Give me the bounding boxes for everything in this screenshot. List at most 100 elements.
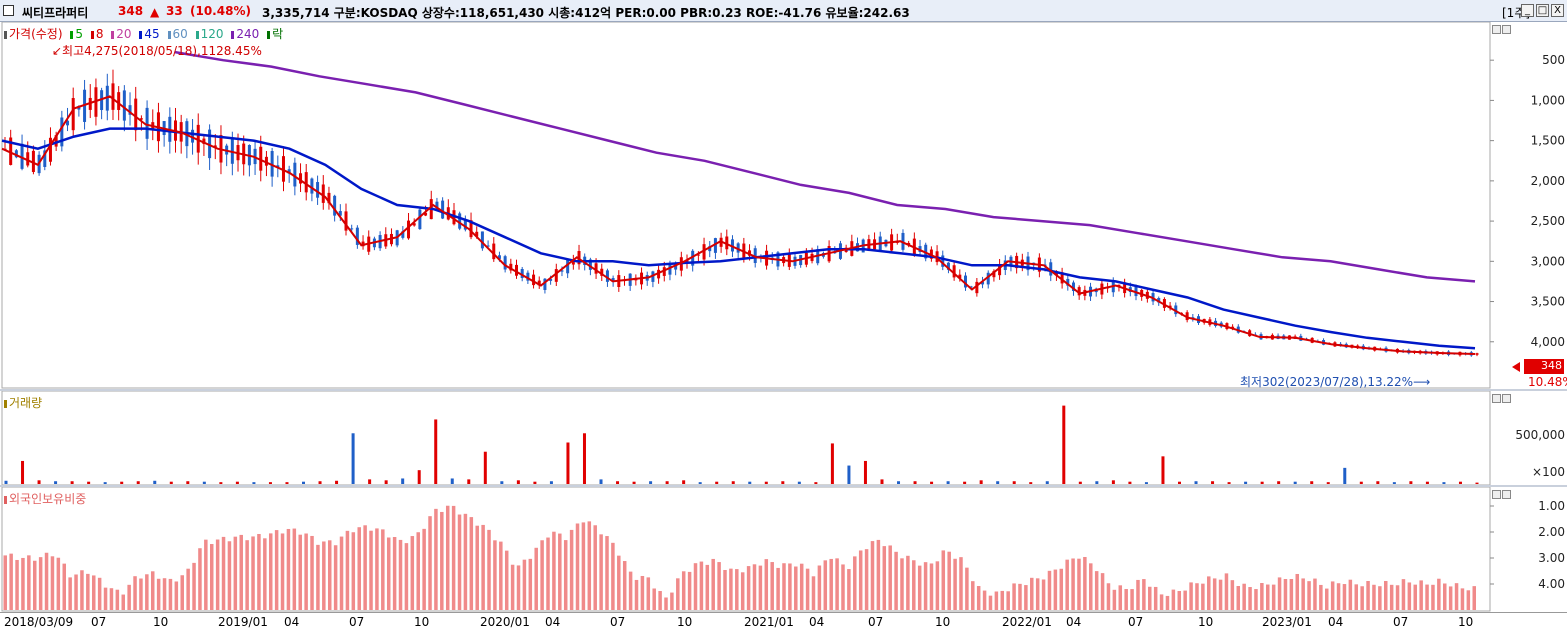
candle-body [270, 151, 274, 177]
foreign-bar [316, 544, 320, 610]
plot-area [1, 22, 1491, 389]
close-button[interactable]: X [1551, 4, 1564, 17]
foreign-bar [103, 587, 108, 610]
foreign-bar [912, 560, 916, 610]
foreign-legend[interactable]: 외국인보유비중 [4, 490, 86, 507]
candle-body [611, 278, 615, 282]
candle-body [435, 201, 439, 210]
foreign-bar [1460, 588, 1465, 610]
candle-body [31, 150, 35, 172]
foreign-bar [758, 565, 763, 610]
legend-ma8[interactable]: 8 [95, 27, 104, 41]
foreign-bar [1236, 585, 1241, 610]
candle-body [475, 231, 479, 237]
foreign-bar [935, 561, 940, 610]
legend-ma240[interactable]: 240 [236, 27, 260, 41]
foreign-bar [1242, 583, 1246, 610]
volume-bar [1045, 481, 1049, 484]
y-tick-label: 4,000 [1531, 335, 1565, 349]
volume-legend[interactable]: 거래량 [4, 394, 42, 411]
foreign-bar [540, 540, 544, 610]
candle-body [702, 244, 706, 260]
foreign-bar [404, 543, 409, 610]
foreign-bar [227, 541, 232, 610]
volume-bar [318, 481, 322, 484]
foreign-bar [994, 591, 999, 610]
minimize-button[interactable]: _ [1521, 4, 1534, 17]
candle-body [145, 107, 149, 139]
candle-body [128, 105, 132, 115]
foreign-bar [1325, 588, 1329, 610]
legend-ma45[interactable]: 45 [144, 27, 160, 41]
legend-ma60[interactable]: 60 [172, 27, 188, 41]
foreign-bar [888, 545, 892, 610]
candle-body [355, 227, 359, 245]
foreign-bar [1266, 584, 1270, 610]
foreign-bar [1041, 579, 1046, 610]
pane-close-button[interactable] [1502, 25, 1511, 34]
volume-close-button[interactable] [1502, 394, 1511, 403]
foreign-bar [752, 564, 757, 610]
foreign-bar [1395, 585, 1400, 610]
select-checkbox[interactable] [3, 5, 14, 16]
foreign-minimize-button[interactable] [1492, 490, 1501, 499]
foreign-bar [215, 539, 220, 610]
foreign-bar [1083, 556, 1087, 610]
pane-minimize-button[interactable] [1492, 25, 1501, 34]
candle-body [975, 281, 979, 294]
foreign-bar [504, 550, 509, 610]
candle-body [600, 268, 604, 276]
foreign-bar [74, 574, 78, 610]
foreign-bar [463, 513, 468, 610]
candle-body [259, 146, 263, 171]
stock-name[interactable]: 씨티프라퍼티 [22, 6, 89, 20]
foreign-bar [634, 579, 639, 610]
foreign-bar [1336, 583, 1341, 610]
volume-bar [37, 480, 41, 484]
candle-body [992, 271, 996, 278]
foreign-bar [735, 569, 739, 610]
title-bar: 씨티프라퍼티 348 ▲ 33 (10.48%) 3,335,714 구분:KO… [0, 0, 1567, 22]
candle-body [963, 275, 967, 288]
x-tick-label: 07 [1128, 615, 1144, 629]
change-rate: (10.48%) [190, 4, 251, 18]
foreign-bar [1006, 591, 1010, 610]
volume-minimize-button[interactable] [1492, 394, 1501, 403]
price-chart[interactable]: 4,000 3,500 3,000 2,500 2,000 1,500 1,000 500 [0, 22, 1567, 390]
foreign-bar [1330, 581, 1335, 610]
candle-body [605, 270, 609, 282]
foreign-bar [428, 516, 432, 610]
foreign-bar [723, 569, 727, 610]
foreign-bar [192, 562, 196, 610]
pane-divider[interactable] [0, 485, 1567, 487]
foreign-bar [97, 577, 102, 610]
foreign-bar [1124, 589, 1128, 610]
foreign-close-button[interactable] [1502, 490, 1511, 499]
legend-ma120[interactable]: 120 [200, 27, 224, 41]
legend-ma20[interactable]: 20 [116, 27, 132, 41]
legend-ma5[interactable]: 5 [75, 27, 83, 41]
candle-body [946, 262, 950, 270]
foreign-ratio-chart[interactable]: 4.00 3.00 2.00 1.00 [0, 487, 1567, 612]
foreign-bar [646, 577, 651, 610]
foreign-bar [27, 555, 31, 610]
up-arrow-icon: ▲ [150, 5, 160, 19]
volume-bar [483, 451, 487, 484]
pane-divider[interactable] [0, 389, 1567, 391]
volume-chart[interactable]: 500,000 ×100 [0, 391, 1567, 486]
volume-bar [285, 482, 289, 484]
x-tick-label: 2019/01 [218, 615, 268, 629]
legend-limit[interactable]: 락 [272, 27, 284, 41]
foreign-bar [581, 522, 586, 610]
volume-bar [1376, 481, 1380, 484]
candle-body [463, 220, 467, 230]
volume-bar [1144, 482, 1148, 484]
candle-body [418, 209, 422, 230]
candle-body [543, 278, 547, 290]
foreign-bar [245, 540, 249, 610]
candle-body [213, 145, 217, 148]
foreign-bar [1360, 586, 1364, 610]
maximize-button[interactable]: □ [1536, 4, 1549, 17]
foreign-bar [457, 514, 462, 610]
legend-price[interactable]: 가격(수정) [9, 27, 63, 41]
